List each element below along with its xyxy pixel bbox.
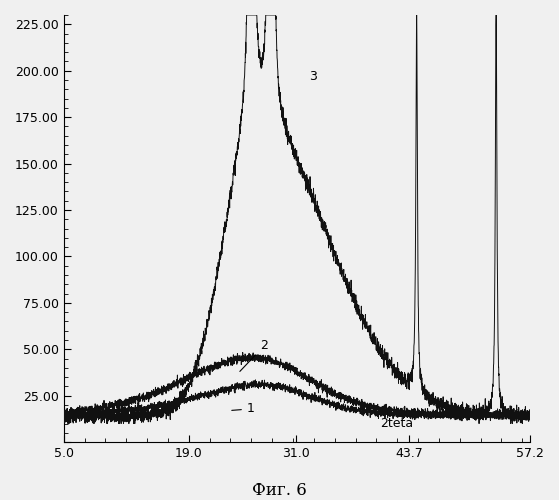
Text: 2: 2 — [240, 340, 268, 372]
Text: 2teta: 2teta — [381, 416, 414, 430]
Text: 1: 1 — [232, 402, 255, 415]
Text: Фиг. 6: Фиг. 6 — [252, 482, 307, 499]
Text: 3: 3 — [309, 70, 318, 83]
